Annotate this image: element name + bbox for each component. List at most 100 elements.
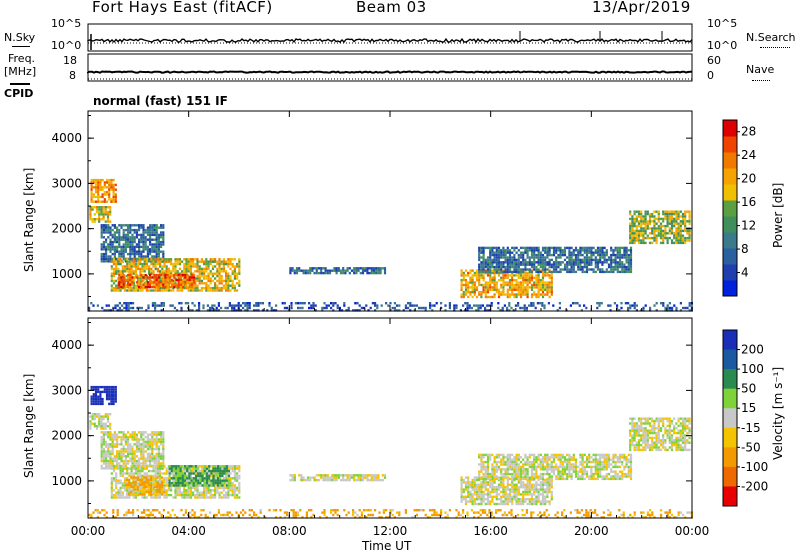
heatmap-cell bbox=[119, 491, 122, 494]
heatmap-cell bbox=[535, 293, 538, 296]
heatmap-cell bbox=[152, 483, 155, 486]
heatmap-cell bbox=[666, 215, 669, 218]
heatmap-cell bbox=[581, 270, 584, 274]
heatmap-cell bbox=[233, 491, 236, 494]
heatmap-cell bbox=[324, 271, 327, 275]
heatmap-cell bbox=[114, 198, 117, 201]
heatmap-cell bbox=[491, 500, 494, 503]
heatmap-cell bbox=[117, 465, 120, 468]
heatmap-cell bbox=[110, 198, 113, 201]
heatmap-cell bbox=[237, 304, 240, 307]
heatmap-cell bbox=[147, 478, 150, 482]
heatmap-cell bbox=[324, 476, 327, 479]
heatmap-cell bbox=[572, 251, 575, 254]
heatmap-cell bbox=[127, 285, 130, 289]
heatmap-cell bbox=[162, 281, 165, 284]
heatmap-cell bbox=[616, 265, 619, 269]
heatmap-cell bbox=[631, 229, 634, 233]
heatmap-cell bbox=[151, 281, 154, 284]
heatmap-cell bbox=[475, 279, 479, 282]
heatmap-cell bbox=[662, 239, 665, 242]
heatmap-cell bbox=[475, 269, 479, 272]
heatmap-cell bbox=[197, 467, 200, 470]
heatmap-cell bbox=[621, 268, 624, 271]
heatmap-cell bbox=[655, 241, 658, 245]
heatmap-cell bbox=[108, 193, 111, 196]
heatmap-cell bbox=[183, 262, 186, 266]
heatmap-cell bbox=[375, 267, 378, 270]
heatmap-cell bbox=[203, 282, 206, 285]
heatmap-cell bbox=[135, 228, 138, 232]
heatmap-cell bbox=[190, 273, 193, 277]
heatmap-cell bbox=[662, 210, 665, 213]
heatmap-cell bbox=[108, 188, 111, 191]
heatmap-cell bbox=[118, 450, 121, 453]
heatmap-cell bbox=[627, 268, 630, 271]
heatmap-cell bbox=[165, 489, 168, 492]
heatmap-cell bbox=[99, 183, 102, 187]
heatmap-cell bbox=[255, 309, 258, 312]
heatmap-cell bbox=[637, 212, 641, 216]
heatmap-cell bbox=[133, 457, 136, 460]
heatmap-cell bbox=[130, 490, 133, 494]
heatmap-cell bbox=[478, 490, 481, 494]
heatmap-cell bbox=[275, 309, 278, 312]
heatmap-cell bbox=[574, 263, 578, 266]
heatmap-cell bbox=[216, 472, 220, 475]
heatmap-cell bbox=[146, 276, 149, 279]
heatmap-cell bbox=[216, 484, 220, 487]
heatmap-cell bbox=[126, 260, 129, 263]
heatmap-cell bbox=[155, 243, 158, 246]
heatmap-cell bbox=[105, 224, 108, 227]
heatmap-cell bbox=[218, 289, 221, 292]
heatmap-cell bbox=[508, 295, 512, 299]
heatmap-cell bbox=[139, 267, 142, 271]
heatmap-cell bbox=[539, 251, 542, 254]
heatmap-cell bbox=[203, 472, 206, 475]
heatmap-cell bbox=[668, 220, 671, 223]
heatmap-cell bbox=[142, 457, 145, 460]
heatmap-cell bbox=[572, 249, 575, 252]
heatmap-cell bbox=[121, 486, 124, 490]
heatmap-cell bbox=[504, 493, 507, 496]
heatmap-cell bbox=[361, 271, 365, 275]
heatmap-cell bbox=[614, 258, 617, 262]
heatmap-cell bbox=[506, 249, 509, 252]
heatmap-cell bbox=[198, 496, 201, 499]
heatmap-cell bbox=[322, 271, 325, 275]
heatmap-cell bbox=[179, 285, 182, 289]
heatmap-cell bbox=[460, 476, 463, 479]
heatmap-cell bbox=[670, 215, 674, 218]
heatmap-cell bbox=[508, 265, 512, 269]
heatmap-cell bbox=[471, 286, 474, 289]
heatmap-cell bbox=[377, 476, 380, 479]
heatmap-cell bbox=[506, 500, 509, 503]
heatmap-cell bbox=[524, 274, 527, 277]
heatmap-cell bbox=[110, 400, 113, 403]
heatmap-cell bbox=[119, 258, 122, 261]
heatmap-cell bbox=[314, 304, 317, 307]
heatmap-cell bbox=[194, 493, 197, 497]
heatmap-cell bbox=[90, 195, 93, 199]
heatmap-cell bbox=[537, 261, 540, 264]
heatmap-cell bbox=[541, 276, 545, 279]
heatmap-cell bbox=[585, 265, 589, 269]
heatmap-cell bbox=[110, 489, 113, 492]
heatmap-cell bbox=[157, 255, 160, 258]
heatmap-cell bbox=[497, 263, 501, 266]
heatmap-cell bbox=[125, 304, 128, 307]
heatmap-cell bbox=[480, 488, 483, 491]
heatmap-cell bbox=[214, 467, 217, 470]
heatmap-cell bbox=[186, 273, 189, 277]
heatmap-cell bbox=[482, 274, 485, 277]
heatmap-cell bbox=[346, 476, 349, 479]
heatmap-cell bbox=[214, 472, 217, 475]
heatmap-cell bbox=[94, 178, 98, 182]
heatmap-cell bbox=[491, 295, 494, 299]
heatmap-cell bbox=[429, 306, 432, 310]
heatmap-cell bbox=[506, 493, 509, 496]
heatmap-cell bbox=[192, 289, 195, 292]
heatmap-cell bbox=[648, 241, 652, 245]
heatmap-cell bbox=[404, 304, 407, 307]
heatmap-cell bbox=[220, 467, 223, 470]
